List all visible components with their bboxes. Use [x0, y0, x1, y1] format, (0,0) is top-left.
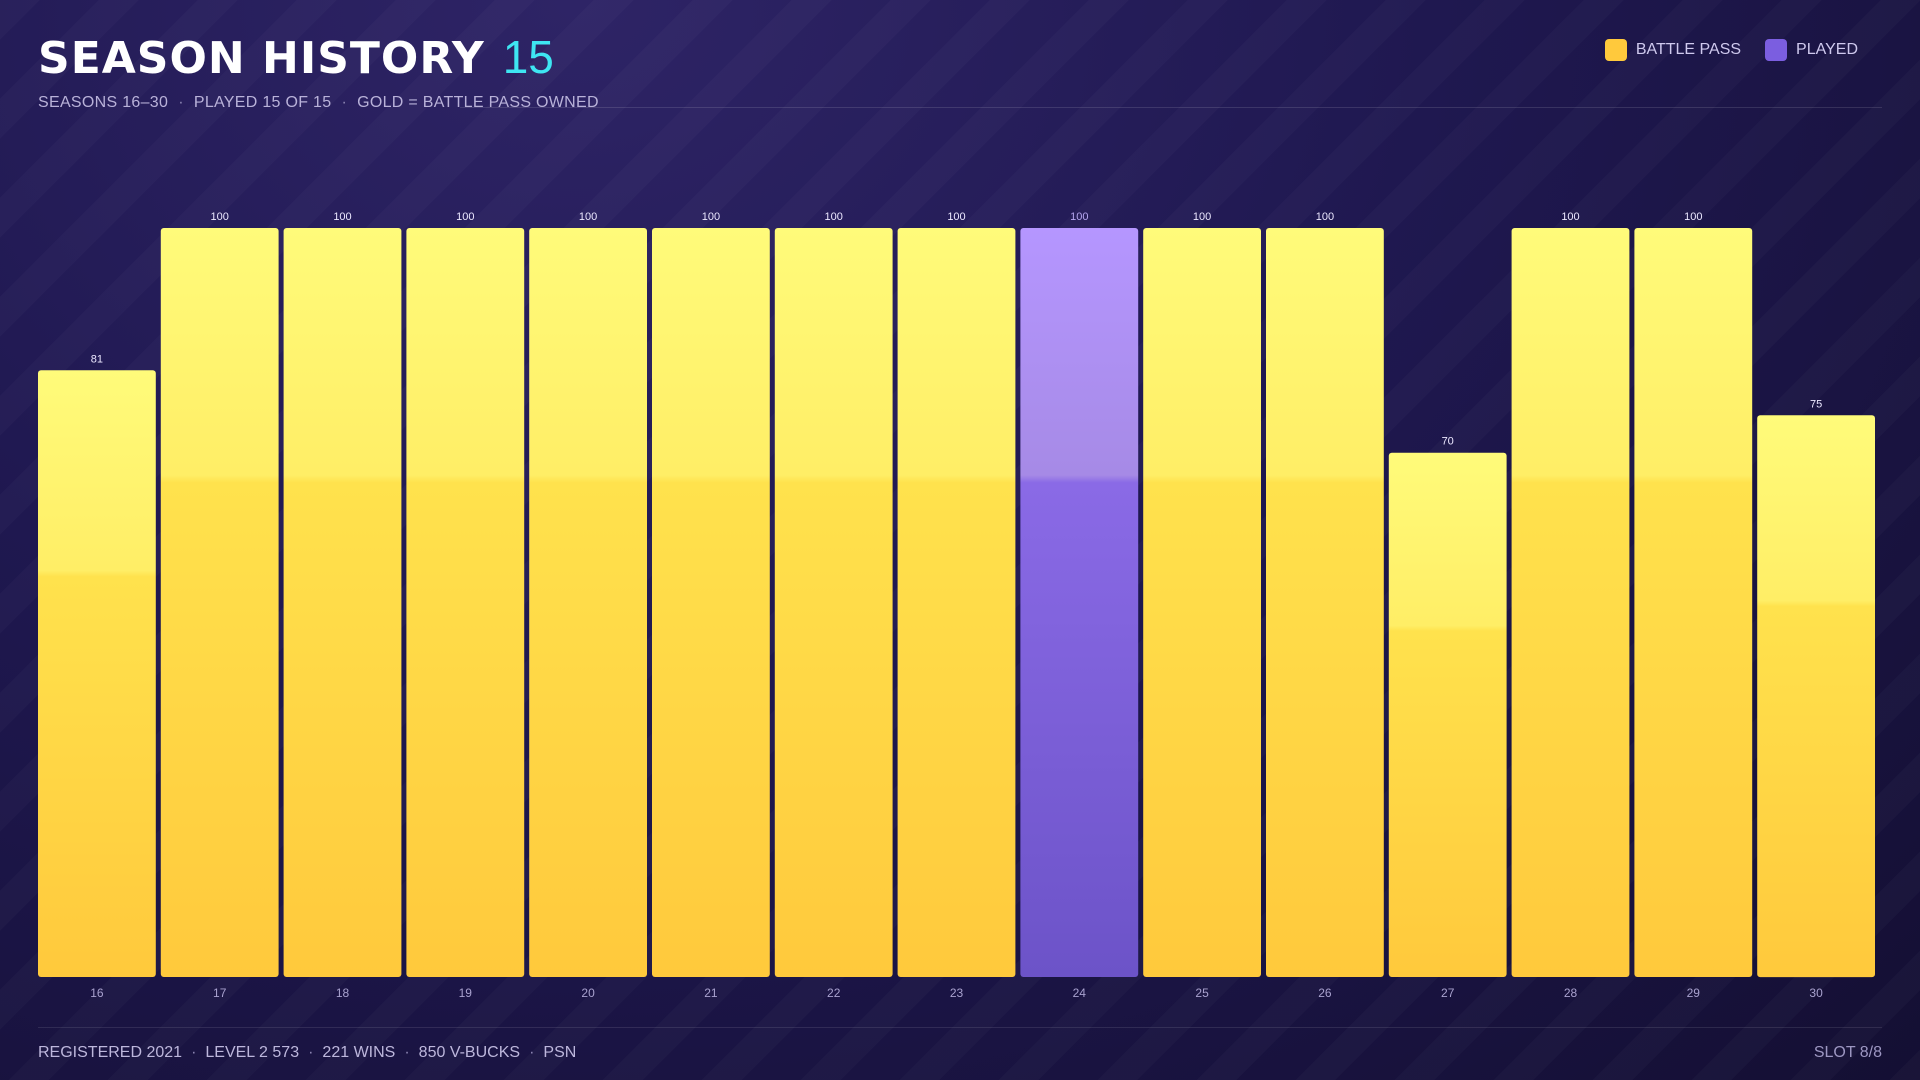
tick-label-season-18: 18 — [336, 986, 350, 1000]
legend-label-battle-pass: BATTLE PASS — [1635, 41, 1742, 58]
tick-label-season-23: 23 — [950, 986, 964, 1000]
footer-separator: · — [191, 1044, 197, 1061]
bar-season-25 — [1143, 228, 1261, 977]
bar-season-16 — [38, 370, 156, 977]
battle-pass-swatch — [1604, 39, 1627, 61]
bar-season-30 — [1757, 415, 1875, 978]
subtitle-separator: · — [178, 94, 184, 111]
footer-divider — [38, 1027, 1882, 1028]
subtitle-played: PLAYED 15 OF 15 — [193, 94, 332, 111]
value-label-season-26: 100 — [1316, 211, 1334, 223]
footer-separator: · — [529, 1044, 535, 1061]
bar-season-22 — [774, 228, 893, 977]
tick-label-season-20: 20 — [581, 986, 595, 1000]
footer-registered: REGISTERED 2021 — [38, 1044, 183, 1061]
played-swatch — [1765, 39, 1788, 61]
tick-label-season-17: 17 — [213, 986, 227, 1000]
value-label-season-24: 100 — [1070, 211, 1088, 223]
value-label-season-17: 100 — [211, 211, 229, 223]
footer-wins: 221 WINS — [322, 1044, 396, 1061]
legend: BATTLE PASS PLAYED — [1604, 39, 1858, 61]
tick-label-season-28: 28 — [1564, 986, 1578, 1000]
footer-separator: · — [404, 1044, 410, 1061]
value-label-season-22: 100 — [825, 211, 843, 223]
bar-season-18 — [283, 228, 402, 977]
value-label-season-16: 81 — [91, 353, 103, 365]
subtitle: SEASONS 16–30 · PLAYED 15 OF 15 · GOLD = BAT… — [38, 94, 599, 112]
tick-label-season-25: 25 — [1195, 986, 1209, 1000]
bar-season-20 — [529, 228, 647, 977]
tick-label-season-30: 30 — [1809, 986, 1823, 1000]
bar-season-29 — [1634, 228, 1753, 977]
title-row: SEASON HISTORY 15 — [38, 30, 599, 84]
value-label-season-21: 100 — [702, 211, 720, 223]
bar-season-27 — [1388, 452, 1507, 977]
bar-season-23 — [897, 228, 1016, 977]
bar-season-17 — [160, 228, 279, 977]
footer-separator: · — [308, 1044, 314, 1061]
tick-label-season-27: 27 — [1441, 986, 1455, 1000]
value-label-season-30: 75 — [1810, 398, 1822, 410]
footer-platform: PSN — [543, 1044, 577, 1061]
legend-item-played: PLAYED — [1765, 39, 1858, 61]
bar-season-26 — [1266, 228, 1384, 977]
subtitle-range: SEASONS 16–30 — [38, 94, 169, 111]
subtitle-note: GOLD = BATTLE PASS OWNED — [357, 94, 599, 111]
bar-season-28 — [1511, 228, 1630, 977]
footer-stats: REGISTERED 2021 · LEVEL 2 573 · 221 WINS · 850… — [38, 1044, 576, 1062]
value-label-season-29: 100 — [1684, 211, 1702, 223]
value-label-season-19: 100 — [456, 211, 474, 223]
tick-label-season-21: 21 — [704, 986, 718, 1000]
tick-label-season-22: 22 — [827, 986, 841, 1000]
bar-season-21 — [652, 228, 770, 977]
slot-indicator: SLOT 8/8 — [1813, 1044, 1882, 1061]
legend-label-played: PLAYED — [1796, 41, 1858, 58]
footer-vbucks: 850 V-BUCKS — [418, 1044, 521, 1061]
bar-season-24 — [1020, 228, 1139, 977]
bar-season-19 — [406, 228, 525, 977]
value-label-season-20: 100 — [579, 211, 597, 223]
subtitle-separator: · — [341, 94, 348, 111]
tick-label-season-26: 26 — [1318, 986, 1332, 1000]
value-label-season-25: 100 — [1193, 211, 1211, 223]
tick-label-season-16: 16 — [90, 986, 104, 1000]
value-label-season-18: 100 — [333, 211, 351, 223]
header-divider — [460, 107, 1882, 108]
page-title: SEASON HISTORY — [38, 33, 485, 84]
played-count: 15 — [502, 31, 554, 83]
header: SEASON HISTORY 15 SEASONS 16–30 · PLAYED 1… — [38, 30, 599, 112]
tick-label-season-19: 19 — [459, 986, 473, 1000]
tick-label-season-29: 29 — [1687, 986, 1701, 1000]
footer-level: LEVEL 2 573 — [205, 1044, 300, 1061]
value-label-season-27: 70 — [1442, 436, 1454, 448]
value-label-season-28: 100 — [1561, 211, 1579, 223]
legend-item-battle-pass: BATTLE PASS — [1604, 39, 1742, 61]
tick-label-season-24: 24 — [1073, 986, 1087, 1000]
value-label-season-23: 100 — [947, 211, 965, 223]
